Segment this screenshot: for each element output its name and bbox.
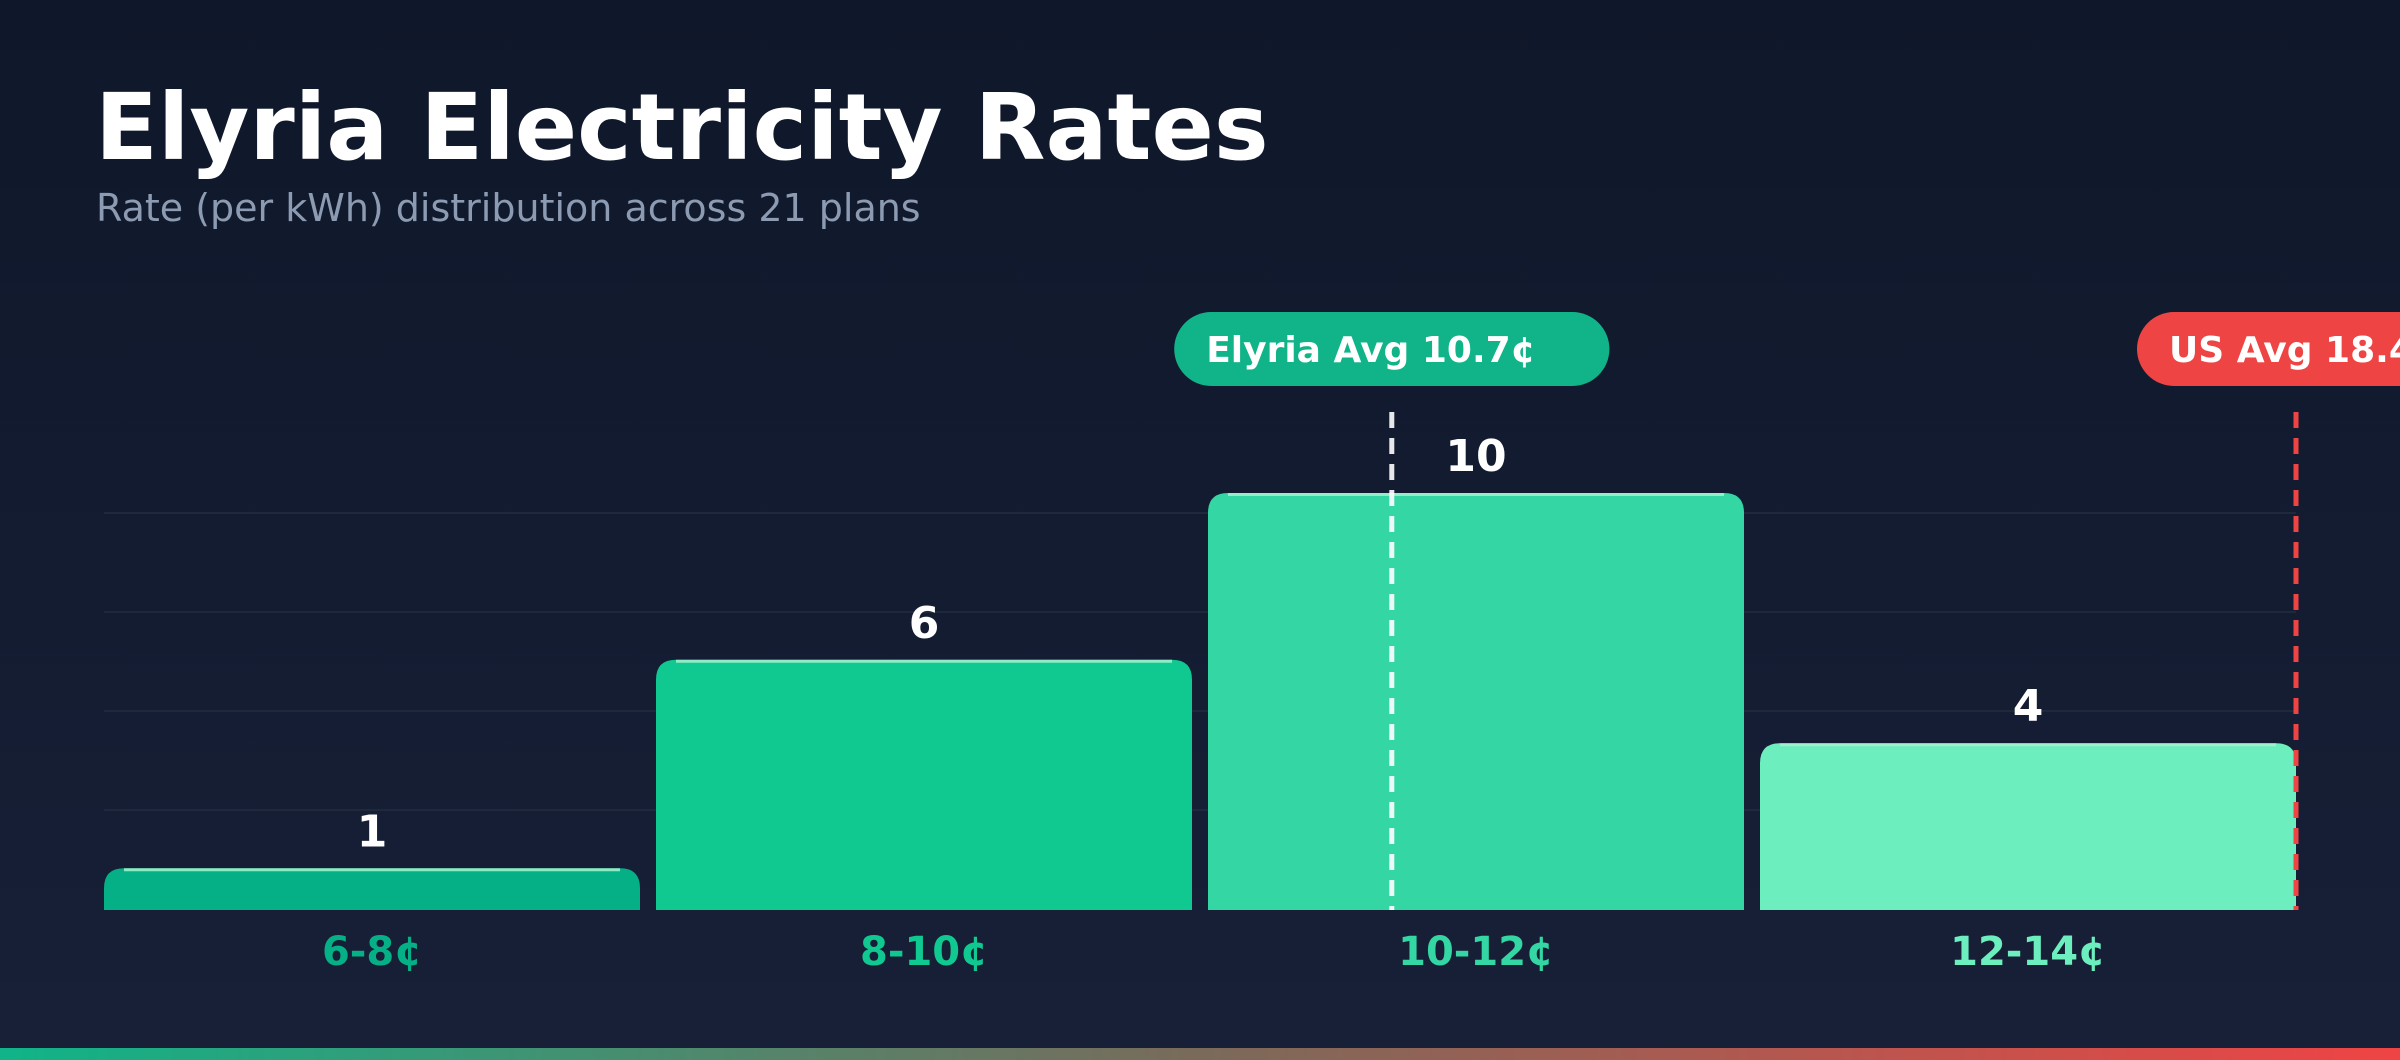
reference-label: US Avg 18.4¢: [2169, 330, 2400, 371]
category-label: 12-14¢: [1950, 929, 2106, 975]
reference-pill: [1174, 312, 1610, 386]
bar-6-8¢: [104, 868, 640, 910]
reference-pill: [2137, 312, 2400, 386]
bar-10-12¢: [1208, 493, 1744, 910]
labels: 1 6-8¢ 6 8-10¢ 10 10-12¢ 4 12-14¢: [322, 431, 2106, 975]
value-label: 10: [1445, 431, 1506, 482]
value-label: 1: [357, 806, 388, 857]
chart-subtitle: Rate (per kWh) distribution across 21 pl…: [96, 186, 921, 230]
chart-title: Elyria Electricity Rates: [95, 74, 1269, 181]
reference-label: Elyria Avg 10.7¢: [1206, 330, 1536, 371]
bar-12-14¢: [1760, 743, 2296, 910]
bars: [104, 493, 2296, 910]
value-label: 4: [2013, 681, 2044, 732]
category-label: 8-10¢: [860, 929, 988, 975]
bar-8-10¢: [656, 659, 1192, 910]
category-label: 6-8¢: [322, 929, 422, 975]
accent-strip: [0, 1048, 2400, 1060]
category-label: 10-12¢: [1398, 929, 1554, 975]
reference-lines: Elyria Avg 10.7¢ US Avg 18.4¢: [1174, 312, 2400, 910]
value-label: 6: [909, 598, 940, 649]
